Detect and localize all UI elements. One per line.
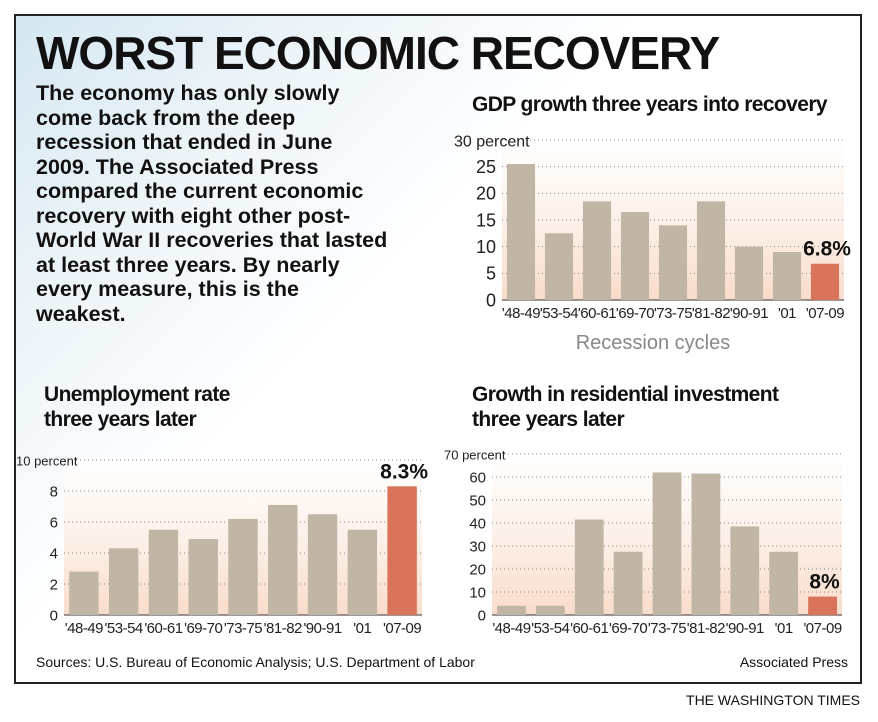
bar-81-82 bbox=[696, 201, 726, 300]
bar-07-09 bbox=[810, 263, 840, 300]
sources-note: Sources: U.S. Bureau of Economic Analysi… bbox=[36, 654, 475, 670]
bar-73-75 bbox=[228, 518, 258, 615]
gdp-chart-title: GDP growth three years into recovery bbox=[472, 93, 828, 116]
bar-53-54 bbox=[544, 233, 574, 300]
y-tick-label: 30 bbox=[469, 538, 486, 555]
y-tick-label: 6 bbox=[50, 514, 58, 531]
x-tick-label: '01 bbox=[353, 620, 371, 637]
y-tick-label: 0 bbox=[486, 290, 496, 310]
publisher-name: THE WASHINGTON TIMES bbox=[686, 692, 860, 708]
bar-01 bbox=[772, 252, 802, 300]
x-tick-label: '48-49 bbox=[502, 305, 540, 322]
bar-48-49 bbox=[506, 164, 536, 300]
x-tick-label: '53-54 bbox=[105, 620, 143, 637]
highlight-value-label: 8% bbox=[809, 571, 840, 594]
x-tick-label: '81-82 bbox=[687, 620, 725, 637]
bar-69-70 bbox=[188, 539, 218, 615]
y-tick-label: 5 bbox=[486, 264, 496, 284]
bar-01 bbox=[347, 529, 378, 615]
x-tick-label: '60-61 bbox=[578, 305, 616, 322]
bar-73-75 bbox=[652, 472, 682, 615]
bar-01 bbox=[769, 551, 799, 615]
unemployment-chart-title: Unemployment rate three years later bbox=[44, 383, 230, 431]
x-tick-label: '01 bbox=[778, 305, 796, 322]
y-tick-label: 2 bbox=[50, 576, 58, 593]
x-tick-label: '90-91 bbox=[726, 620, 764, 637]
x-tick-label: '60-61 bbox=[570, 620, 608, 637]
x-tick-label: '53-54 bbox=[531, 620, 569, 637]
y-tick-label: 50 bbox=[469, 492, 486, 509]
x-tick-label: '60-61 bbox=[144, 620, 182, 637]
x-tick-label: '69-70 bbox=[609, 620, 647, 637]
intro-text: The economy has only slowly come back fr… bbox=[36, 81, 388, 326]
bar-90-91 bbox=[734, 246, 764, 300]
x-tick-label: '73-75 bbox=[224, 620, 262, 637]
x-tick-label: '90-91 bbox=[730, 305, 768, 322]
bar-07-09 bbox=[387, 486, 417, 615]
y-tick-label: 40 bbox=[469, 515, 486, 532]
y-tick-label: 30 percent bbox=[454, 133, 530, 150]
bar-69-70 bbox=[613, 551, 643, 615]
bar-60-61 bbox=[582, 201, 612, 300]
bar-53-54 bbox=[108, 548, 139, 615]
x-tick-label: '53-54 bbox=[540, 305, 578, 322]
x-tick-label: '48-49 bbox=[492, 620, 530, 637]
bar-53-54 bbox=[535, 605, 565, 615]
y-tick-label: 8 bbox=[50, 483, 58, 500]
headline: WORST ECONOMIC RECOVERY bbox=[36, 27, 720, 79]
y-tick-label: 0 bbox=[478, 607, 486, 624]
x-tick-label: '01 bbox=[775, 620, 793, 637]
x-tick-label: '07-09 bbox=[383, 620, 421, 637]
y-tick-label: 60 bbox=[469, 469, 486, 486]
y-tick-label: 0 bbox=[50, 607, 58, 624]
bar-81-82 bbox=[268, 504, 298, 615]
y-tick-label: 25 bbox=[476, 157, 496, 177]
y-tick-label: 15 bbox=[476, 210, 496, 230]
x-tick-label: '90-91 bbox=[303, 620, 341, 637]
residential-chart-title: Growth in residential investment three y… bbox=[472, 383, 779, 431]
bar-48-49 bbox=[497, 605, 526, 615]
bar-07-09 bbox=[808, 596, 837, 615]
bar-81-82 bbox=[691, 473, 721, 615]
x-tick-label: '48-49 bbox=[65, 620, 103, 637]
x-tick-label: '07-09 bbox=[806, 305, 844, 322]
bar-60-61 bbox=[148, 529, 179, 615]
residential-investment-chart: 0 10 20 30 40 50 60 70 percent '48-49'53-54'60-6… bbox=[444, 447, 842, 637]
y-tick-label: 10 bbox=[469, 584, 486, 601]
y-tick-label: 20 bbox=[469, 561, 486, 578]
x-tick-label: '69-70 bbox=[184, 620, 222, 637]
y-tick-label: 20 bbox=[476, 184, 496, 204]
bar-90-91 bbox=[730, 526, 760, 615]
y-tick-label: 10 bbox=[476, 237, 496, 257]
bar-48-49 bbox=[69, 571, 99, 615]
x-tick-label: '69-70 bbox=[616, 305, 654, 322]
x-tick-label: '07-09 bbox=[803, 620, 841, 637]
x-tick-label: '73-75 bbox=[648, 620, 686, 637]
highlight-value-label: 8.3% bbox=[380, 460, 428, 483]
highlight-value-label: 6.8% bbox=[803, 238, 851, 261]
bar-90-91 bbox=[307, 514, 338, 615]
bar-73-75 bbox=[658, 225, 688, 300]
bar-69-70 bbox=[620, 212, 650, 300]
x-axis-title: Recession cycles bbox=[576, 332, 731, 354]
x-tick-label: '73-75 bbox=[654, 305, 692, 322]
gdp-growth-chart: 0 5 10 15 20 25 30 percent '48-49'53-54'60-61'6… bbox=[454, 133, 851, 354]
x-tick-label: '81-82 bbox=[692, 305, 730, 322]
bar-60-61 bbox=[574, 519, 604, 615]
credit-note: Associated Press bbox=[739, 654, 848, 670]
y-tick-label: 70 percent bbox=[444, 447, 506, 462]
y-tick-label: 10 percent bbox=[16, 453, 78, 468]
y-tick-label: 4 bbox=[50, 545, 58, 562]
x-tick-label: '81-82 bbox=[264, 620, 302, 637]
